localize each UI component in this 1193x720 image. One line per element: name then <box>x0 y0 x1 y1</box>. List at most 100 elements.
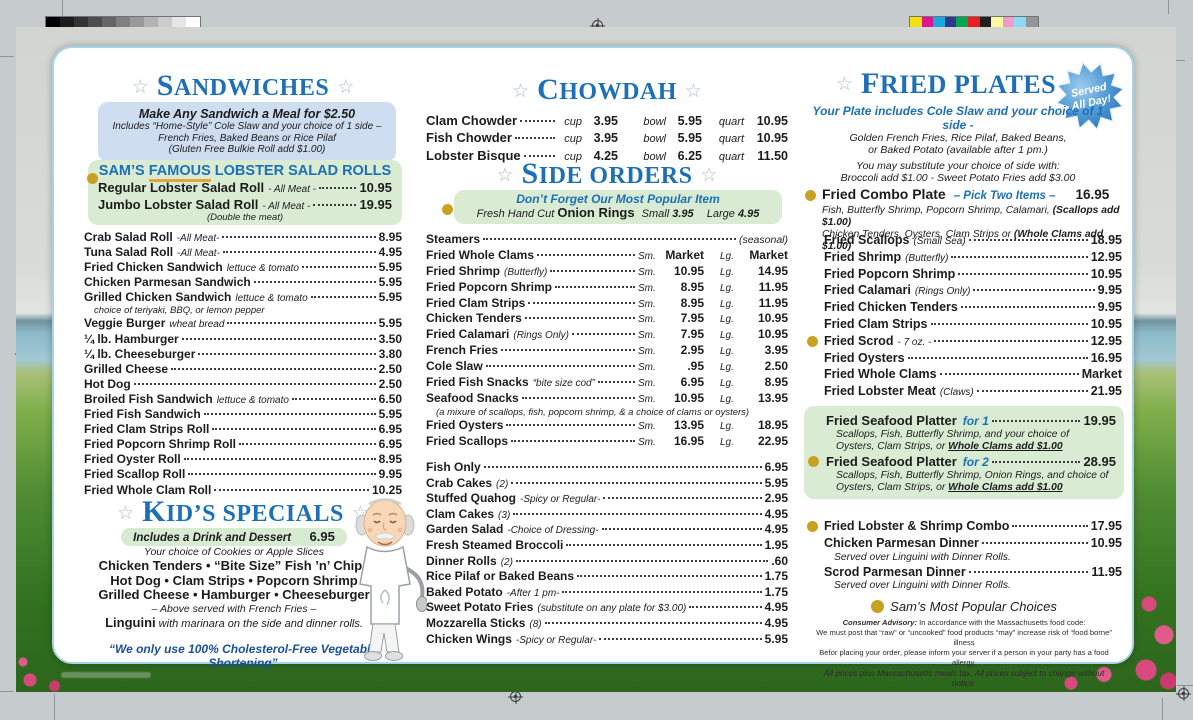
dot-leader <box>183 458 376 461</box>
item-name: Fried Shrimp <box>426 263 501 278</box>
bowl-price: 5.95 <box>677 114 702 128</box>
side-orders-two-price-list: Steamers (seasonal) Fried Whole Clams Sm… <box>426 232 788 450</box>
item-price: 3.50 <box>378 331 402 346</box>
platter-item: Fried Seafood Platter for 2 28.95 Scallo… <box>808 453 1116 494</box>
item-name: Jumbo Lobster Salad Roll <box>98 196 259 212</box>
star-icon: ☆ <box>117 502 135 524</box>
section-title: KID’S SPECIALS <box>142 495 344 528</box>
dot-leader <box>599 637 762 640</box>
item-name: Fried Fish Sandwich <box>84 407 201 422</box>
item-note: (Butterfly) <box>504 266 548 278</box>
item-name: Rice Pilaf or Baked Beans <box>426 569 575 584</box>
menu-item: Broiled Fish Sandwich lettuce & tomato 6… <box>84 392 402 407</box>
menu-item-row: Fried Chicken Tenders 9.95 <box>824 299 1122 316</box>
large-price: 18.95 <box>757 417 788 432</box>
shortening-quote: “We only use 100% Cholesterol-Free Veget… <box>108 642 378 670</box>
crop-mark <box>1168 0 1169 14</box>
menu-item: Fried Calamari (Rings Only) Sm. 7.95 Lg.… <box>426 327 788 343</box>
item-name: ¼ lb. Cheeseburger <box>84 346 196 361</box>
item-note: (Small Sea) <box>913 236 966 247</box>
item-name: Fried Chicken Sandwich <box>84 260 223 275</box>
bowl-price: 5.95 <box>677 131 702 146</box>
menu-item-row: Veggie Burger wheat bread 5.95 <box>84 316 402 331</box>
crop-mark <box>54 694 55 720</box>
item-price: 5.95 <box>378 290 402 305</box>
fried-plates-list: Fried Scallops (Small Sea) 18.95 Fried S… <box>807 232 1122 400</box>
dot-leader <box>523 154 555 157</box>
desc-plain: Oysters, Clam Strips, or <box>836 482 949 493</box>
dot-leader <box>239 443 376 446</box>
item-name: ¼ lb. Hamburger <box>84 331 179 346</box>
fried-combo-plate: Fried Combo Plate – Pick Two Items – 16.… <box>805 186 1124 253</box>
dot-leader <box>212 428 376 431</box>
menu-item-row: Fried Chicken Sandwich lettuce & tomato … <box>84 260 402 275</box>
lobster-rolls-title: SAM’S FAMOUS LOBSTER SALAD ROLLS <box>98 163 392 182</box>
dot-leader <box>968 239 1088 241</box>
item-name: Veggie Burger <box>84 316 166 331</box>
item-price: 1.75 <box>764 584 788 599</box>
dot-leader <box>203 413 376 416</box>
item-name: French Fries <box>426 343 499 358</box>
small-size-label: Sm. <box>638 362 656 374</box>
large-size-label: Lg. <box>720 330 734 342</box>
linguini-desc: with marinara on the side and dinner rol… <box>155 617 363 630</box>
dot-leader <box>571 333 635 336</box>
small-price: 10.95 <box>673 390 704 405</box>
item-price: 28.95 <box>1083 454 1116 469</box>
menu-item-row: Crab Cakes (2) 5.95 <box>426 476 788 492</box>
item-name: Fried Oyster Roll <box>84 452 181 467</box>
platter-row: Fried Seafood Platter for 2 28.95 <box>826 453 1116 470</box>
dot-leader <box>506 423 635 426</box>
menu-item: Fried Clam Strips Roll 6.95 <box>84 422 402 437</box>
dot-leader <box>520 120 555 122</box>
platter-list: Fried Seafood Platter for 1 19.95 Scallo… <box>808 412 1116 494</box>
menu-item-row: Grilled Cheese 2.50 <box>84 362 402 377</box>
item-name: Seafood Snacks <box>426 390 519 405</box>
item-price: 2.50 <box>378 376 402 391</box>
dot-leader <box>513 512 762 515</box>
item-price: 5.95 <box>378 275 402 290</box>
large-price: 10.95 <box>757 327 788 342</box>
dot-leader <box>981 541 1088 544</box>
menu-item-row: Fried Fish Sandwich 5.95 <box>84 407 402 422</box>
platter-desc: Scallops, Fish, Butterfly Shrimp, Onion … <box>836 470 1109 481</box>
item-price: 3.80 <box>378 346 402 361</box>
desc-bold: (Whole Clams add $1.00) <box>822 229 1104 252</box>
menu-item-row: Fried Popcorn Shrimp Sm. 8.95 Lg. 11.95 <box>426 280 788 296</box>
item-name: Fried Calamari <box>824 283 911 298</box>
item-price: 6.95 <box>764 460 788 474</box>
menu-item-row: Chicken Parmesan Sandwich 5.95 <box>84 275 402 290</box>
item-name: Cole Slaw <box>426 359 483 374</box>
menu-item: Fried Oysters Sm. 13.95 Lg. 18.95 <box>426 418 788 434</box>
large-price: 10.95 <box>757 311 788 326</box>
two-price-items: Fried Whole Clams Sm. Market Lg. Market <box>426 248 788 450</box>
item-name: Fried Combo Plate <box>822 186 946 202</box>
item-name: Grilled Chicken Sandwich <box>84 290 232 305</box>
title-part: LOBSTER SALAD ROLLS <box>210 163 392 179</box>
menu-item-row: Fried Clam Strips Roll 6.95 <box>84 422 402 437</box>
popular-choice-dot <box>807 335 818 347</box>
serves-label: for 1 <box>962 414 989 428</box>
color-swatch <box>910 17 922 32</box>
dot-leader <box>515 559 769 562</box>
fried-plates-header: ☆ FRIED PLATES <box>802 70 1126 99</box>
item-name: Broiled Fish Sandwich <box>84 391 213 406</box>
title-part: SAM’S <box>98 163 149 179</box>
large-size-label: Lg. <box>720 314 734 326</box>
large-size-label: Lg. <box>720 282 734 294</box>
item-note: (Butterfly) <box>905 252 949 264</box>
section-title: FRIED PLATES <box>861 67 1057 100</box>
dot-leader <box>1012 525 1088 527</box>
crop-mark <box>0 56 14 57</box>
dot-leader <box>550 269 635 272</box>
menu-item-row: Garden Salad -Choice of Dressing- 4.95 <box>426 522 788 538</box>
item-price: 21.95 <box>1090 384 1122 399</box>
item-name: Crab Salad Roll <box>84 230 173 244</box>
item-price: 10.95 <box>359 180 392 195</box>
item-price: 10.95 <box>1090 266 1122 281</box>
small-size-label: Sm. <box>638 250 656 262</box>
small-size-label: Sm. <box>638 420 656 432</box>
item-name: Scrod Parmesan Dinner <box>824 564 966 579</box>
large-size-label: Lg. <box>720 250 734 262</box>
dot-leader <box>483 238 736 240</box>
